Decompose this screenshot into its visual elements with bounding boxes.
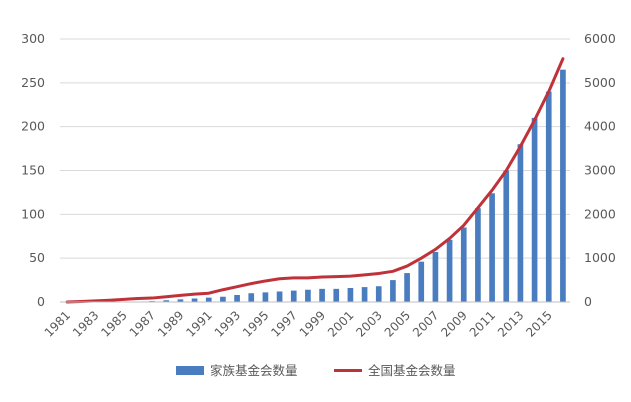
x-tick-label: 1985	[98, 308, 129, 339]
x-tick-label: 1995	[240, 308, 271, 339]
x-tick-label: 2001	[325, 308, 356, 339]
right-tick-label: 4000	[584, 119, 616, 134]
x-tick-label: 1981	[42, 308, 73, 339]
bar	[361, 287, 368, 302]
bar	[205, 297, 212, 302]
right-tick-label: 3000	[584, 163, 616, 178]
bar	[248, 293, 255, 302]
x-tick-label: 2013	[495, 308, 526, 339]
legend-swatch-bar	[176, 366, 204, 375]
x-tick-label: 1991	[183, 308, 214, 339]
bar	[390, 280, 396, 302]
left-y-axis: 0 50 100 150 200 250 300	[21, 31, 45, 309]
bar	[319, 288, 325, 302]
bar	[305, 289, 311, 302]
x-tick-label: 2009	[438, 308, 469, 339]
x-tick-label: 2015	[523, 308, 554, 339]
x-axis: 1981198319851987198919911993199519971999…	[42, 301, 570, 340]
right-tick-label: 1000	[584, 250, 616, 265]
x-tick-label: 1983	[70, 308, 101, 339]
series-line	[65, 57, 565, 304]
x-tick-label: 2003	[353, 308, 384, 339]
gridlines	[60, 38, 570, 259]
bar	[460, 227, 467, 302]
x-tick-label: 2011	[467, 308, 498, 339]
right-tick-label: 0	[584, 294, 592, 309]
right-y-axis: 0 1000 2000 3000 4000 5000 6000	[584, 31, 616, 309]
bar	[191, 298, 198, 302]
bar	[347, 287, 354, 302]
left-tick-label: 0	[37, 294, 45, 309]
left-tick-label: 100	[21, 206, 45, 221]
bar	[560, 69, 566, 302]
bar	[432, 252, 439, 302]
right-tick-label: 5000	[584, 75, 616, 90]
bar	[418, 261, 425, 302]
x-tick-label: 1987	[127, 308, 158, 339]
bar	[489, 193, 495, 302]
left-tick-label: 300	[21, 31, 45, 46]
bar	[262, 292, 269, 302]
bar	[333, 288, 340, 302]
bar	[531, 117, 538, 303]
left-tick-label: 150	[21, 163, 45, 178]
left-tick-label: 50	[29, 250, 45, 265]
legend: 家族基金会数量 全国基金会数量	[176, 363, 456, 378]
bar	[517, 144, 524, 302]
right-tick-label: 6000	[584, 31, 616, 46]
x-tick-label: 2005	[382, 308, 413, 339]
x-tick-label: 1999	[297, 308, 328, 339]
left-tick-label: 200	[21, 119, 45, 134]
bar	[545, 91, 552, 302]
legend-label-bar: 家族基金会数量	[210, 363, 298, 378]
bar	[276, 291, 283, 302]
bar	[177, 299, 184, 302]
bar	[503, 170, 510, 302]
bar	[163, 300, 170, 302]
x-tick-label: 1989	[155, 308, 186, 339]
bar	[404, 273, 410, 302]
bar-series	[149, 69, 566, 303]
right-tick-label: 2000	[584, 206, 616, 221]
bar	[290, 290, 297, 302]
x-tick-label: 1997	[268, 308, 299, 339]
bar	[446, 239, 453, 302]
left-tick-label: 250	[21, 75, 45, 90]
bar	[475, 208, 481, 302]
bar	[220, 296, 226, 302]
x-tick-label: 1993	[212, 308, 243, 339]
line-series	[65, 57, 565, 304]
bar	[234, 294, 240, 302]
x-tick-label: 2007	[410, 308, 441, 339]
legend-label-line: 全国基金会数量	[368, 363, 456, 378]
bar	[375, 286, 382, 302]
